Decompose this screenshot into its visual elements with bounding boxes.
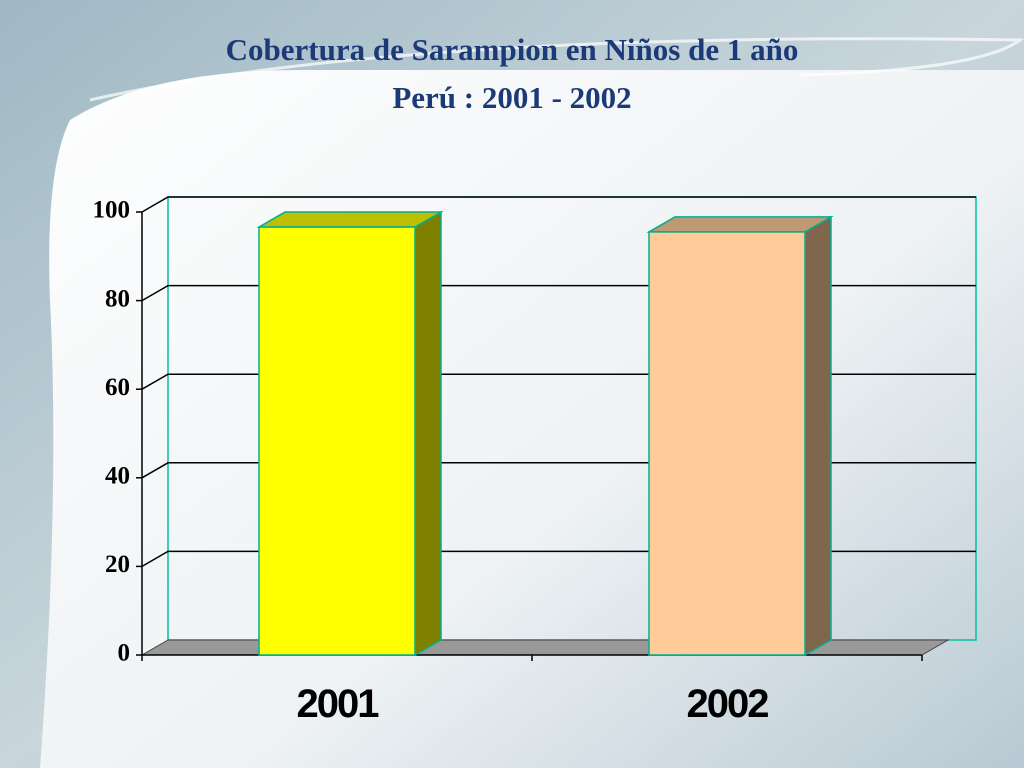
- chart-title: Cobertura de Sarampion en Niños de 1 año: [226, 32, 799, 67]
- plot: 0 20 40 60 80 100 2001 2002: [93, 196, 977, 726]
- y-tick-label: 20: [105, 551, 130, 578]
- y-tick-label: 60: [105, 374, 130, 401]
- x-tick-label: 2002: [687, 682, 769, 726]
- y-tick-label: 100: [93, 197, 131, 224]
- grid-line: [141, 196, 976, 213]
- bar-side: [414, 210, 442, 657]
- y-tick-label: 0: [118, 640, 131, 667]
- swoosh: [89, 37, 1024, 102]
- bar: [258, 226, 416, 656]
- y-tick-label: 80: [105, 285, 130, 312]
- bar-top: [256, 211, 444, 228]
- chart-subtitle: Perú : 2001 - 2002: [392, 80, 631, 115]
- bar-top: [646, 216, 834, 233]
- y-tick-label: 40: [105, 463, 130, 490]
- x-tick-label: 2001: [297, 682, 380, 726]
- bar: [648, 231, 806, 656]
- bar-side: [804, 215, 832, 657]
